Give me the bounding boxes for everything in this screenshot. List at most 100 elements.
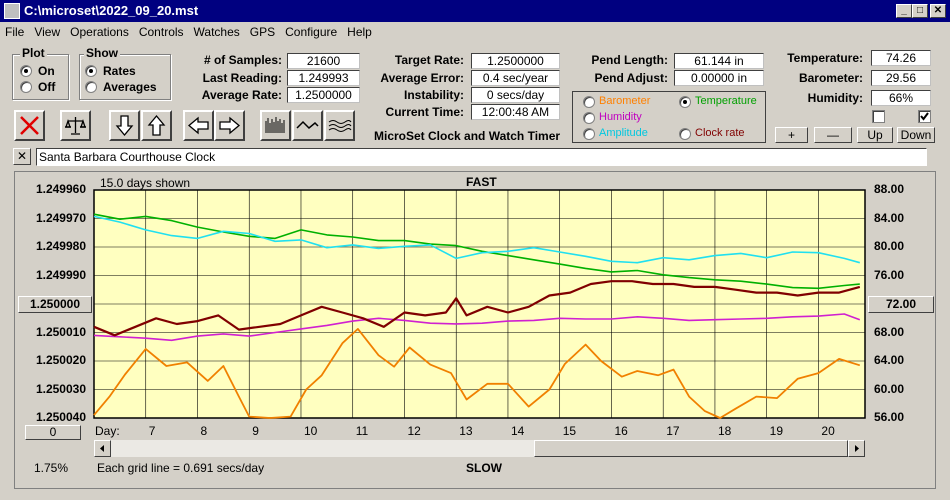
right-tick-label: 80.00 [874, 239, 905, 253]
clock-name-field[interactable]: Santa Barbara Courthouse Clock [36, 148, 927, 166]
plot-group-title: Plot [20, 46, 47, 60]
option-checkbox-1[interactable] [872, 110, 885, 123]
days-shown-label: 15.0 days shown [100, 176, 191, 190]
temperature-radio[interactable] [679, 96, 691, 108]
left-tick-label: 1.250010 [35, 324, 86, 339]
chart-frame [14, 171, 936, 489]
x-tick-label: 7 [148, 424, 156, 438]
up-button[interactable]: Up [857, 127, 893, 143]
balance-button[interactable] [60, 110, 91, 141]
down-button[interactable]: Down [897, 127, 935, 143]
triangle-left-icon [100, 445, 104, 452]
menu-help[interactable]: Help [347, 25, 372, 39]
line-view-button[interactable] [292, 110, 323, 141]
right-tick-label: 68.00 [874, 324, 905, 339]
triangle-right-icon [855, 445, 859, 452]
amplitude-option: Amplitude [599, 127, 648, 139]
plot-off-label: Off [38, 80, 56, 94]
left-tick-label: 1.249960 [35, 182, 86, 196]
current-time-label: Current Time: [385, 105, 464, 119]
window-title: C:\microset\2022_09_20.mst [24, 3, 199, 18]
scrollbar-thumb[interactable] [534, 440, 848, 457]
x-tick-label: 10 [303, 424, 318, 438]
app-icon [4, 3, 20, 19]
series-line-humidity [93, 313, 861, 342]
barometer-radio[interactable] [583, 96, 595, 108]
option-checkbox-2[interactable] [918, 110, 931, 123]
bar-view-button[interactable] [260, 110, 291, 141]
show-group [79, 54, 171, 100]
left-tick-label: 1.249970 [35, 210, 86, 225]
x-tick-label: 16 [614, 424, 628, 438]
minus-button[interactable]: — [814, 127, 852, 143]
right-center-button[interactable]: 72.00 [868, 296, 934, 313]
series-line-barometer [93, 328, 861, 419]
menu-gps[interactable]: GPS [249, 25, 276, 39]
menu-operations[interactable]: Operations [70, 25, 129, 39]
last-reading-value: 1.249993 [287, 70, 360, 86]
arrow-right-icon [219, 116, 241, 135]
plot-on-label: On [38, 64, 55, 78]
menu-controls[interactable]: Controls [138, 25, 184, 39]
x-tick-label: 15 [562, 424, 577, 438]
x-tick-label: 12 [407, 424, 421, 438]
minimize-icon[interactable]: _ [896, 4, 912, 18]
show-averages-radio[interactable] [85, 81, 97, 93]
arrow-down-icon [115, 115, 134, 137]
clear-button[interactable] [14, 110, 45, 141]
target-rate-label: Target Rate: [394, 53, 464, 67]
left-tick-label: 1.250030 [35, 381, 86, 396]
barometer-option: Barometer [599, 95, 651, 107]
left-center-button[interactable]: 1.250000 [18, 296, 92, 313]
x-tick-label: 20 [821, 424, 835, 438]
humidity-label: Humidity: [807, 91, 863, 105]
scroll-right-button[interactable] [214, 110, 245, 141]
menu-file[interactable]: File [5, 25, 25, 39]
x-tick-label: 19 [769, 424, 784, 438]
left-tick-label: 1.250020 [35, 353, 86, 367]
close-icon[interactable]: ✕ [930, 4, 946, 18]
show-group-title: Show [84, 46, 120, 60]
menu-configure[interactable]: Configure [285, 25, 338, 39]
maximize-icon[interactable]: □ [912, 4, 928, 18]
menu-bar: File View Operations Controls Watches GPS Conf… [0, 22, 950, 42]
samples-label: # of Samples: [203, 53, 282, 67]
smooth-view-button[interactable] [324, 110, 355, 141]
arrow-up-icon [147, 114, 166, 136]
red-x-icon [20, 116, 39, 135]
temperature-option: Temperature [695, 95, 757, 107]
plot-on-radio[interactable] [20, 65, 32, 77]
right-tick-label: 64.00 [874, 353, 905, 367]
right-tick-label: 56.00 [874, 410, 905, 424]
humidity-option: Humidity [599, 111, 642, 123]
move-down-button[interactable] [109, 110, 140, 141]
humidity-radio[interactable] [583, 112, 595, 124]
plus-button[interactable]: + [775, 127, 808, 143]
x-tick-label: 18 [717, 424, 732, 438]
right-tick-label: 88.00 [874, 182, 905, 196]
menu-watches[interactable]: Watches [193, 25, 240, 39]
move-up-button[interactable] [141, 110, 172, 141]
x-tick-label: 17 [666, 424, 680, 438]
amplitude-radio[interactable] [583, 128, 595, 140]
scroll-value-button[interactable]: 0 [25, 425, 81, 440]
menu-view[interactable]: View [34, 25, 61, 39]
balance-scale-icon [65, 117, 86, 135]
scroll-left-button[interactable] [183, 110, 214, 141]
samples-value: 21600 [287, 53, 360, 69]
x-tick-label: 14 [510, 424, 525, 438]
clock-rate-radio[interactable] [679, 128, 691, 140]
series-line-amplitude [93, 215, 861, 264]
plot-off-radio[interactable] [20, 81, 32, 93]
show-rates-radio[interactable] [85, 65, 97, 77]
scroll-left-arrow[interactable] [94, 440, 111, 457]
show-rates-label: Rates [103, 64, 136, 78]
left-tick-label: 1.249990 [35, 267, 86, 282]
close-clock-button[interactable]: ✕ [13, 148, 31, 165]
pend-adjust-label: Pend Adjust: [594, 71, 668, 85]
temperature-value: 74.26 [871, 50, 931, 66]
scroll-right-arrow[interactable] [848, 440, 865, 457]
temperature-label: Temperature: [787, 51, 863, 65]
x-tick-label: 9 [252, 424, 259, 438]
